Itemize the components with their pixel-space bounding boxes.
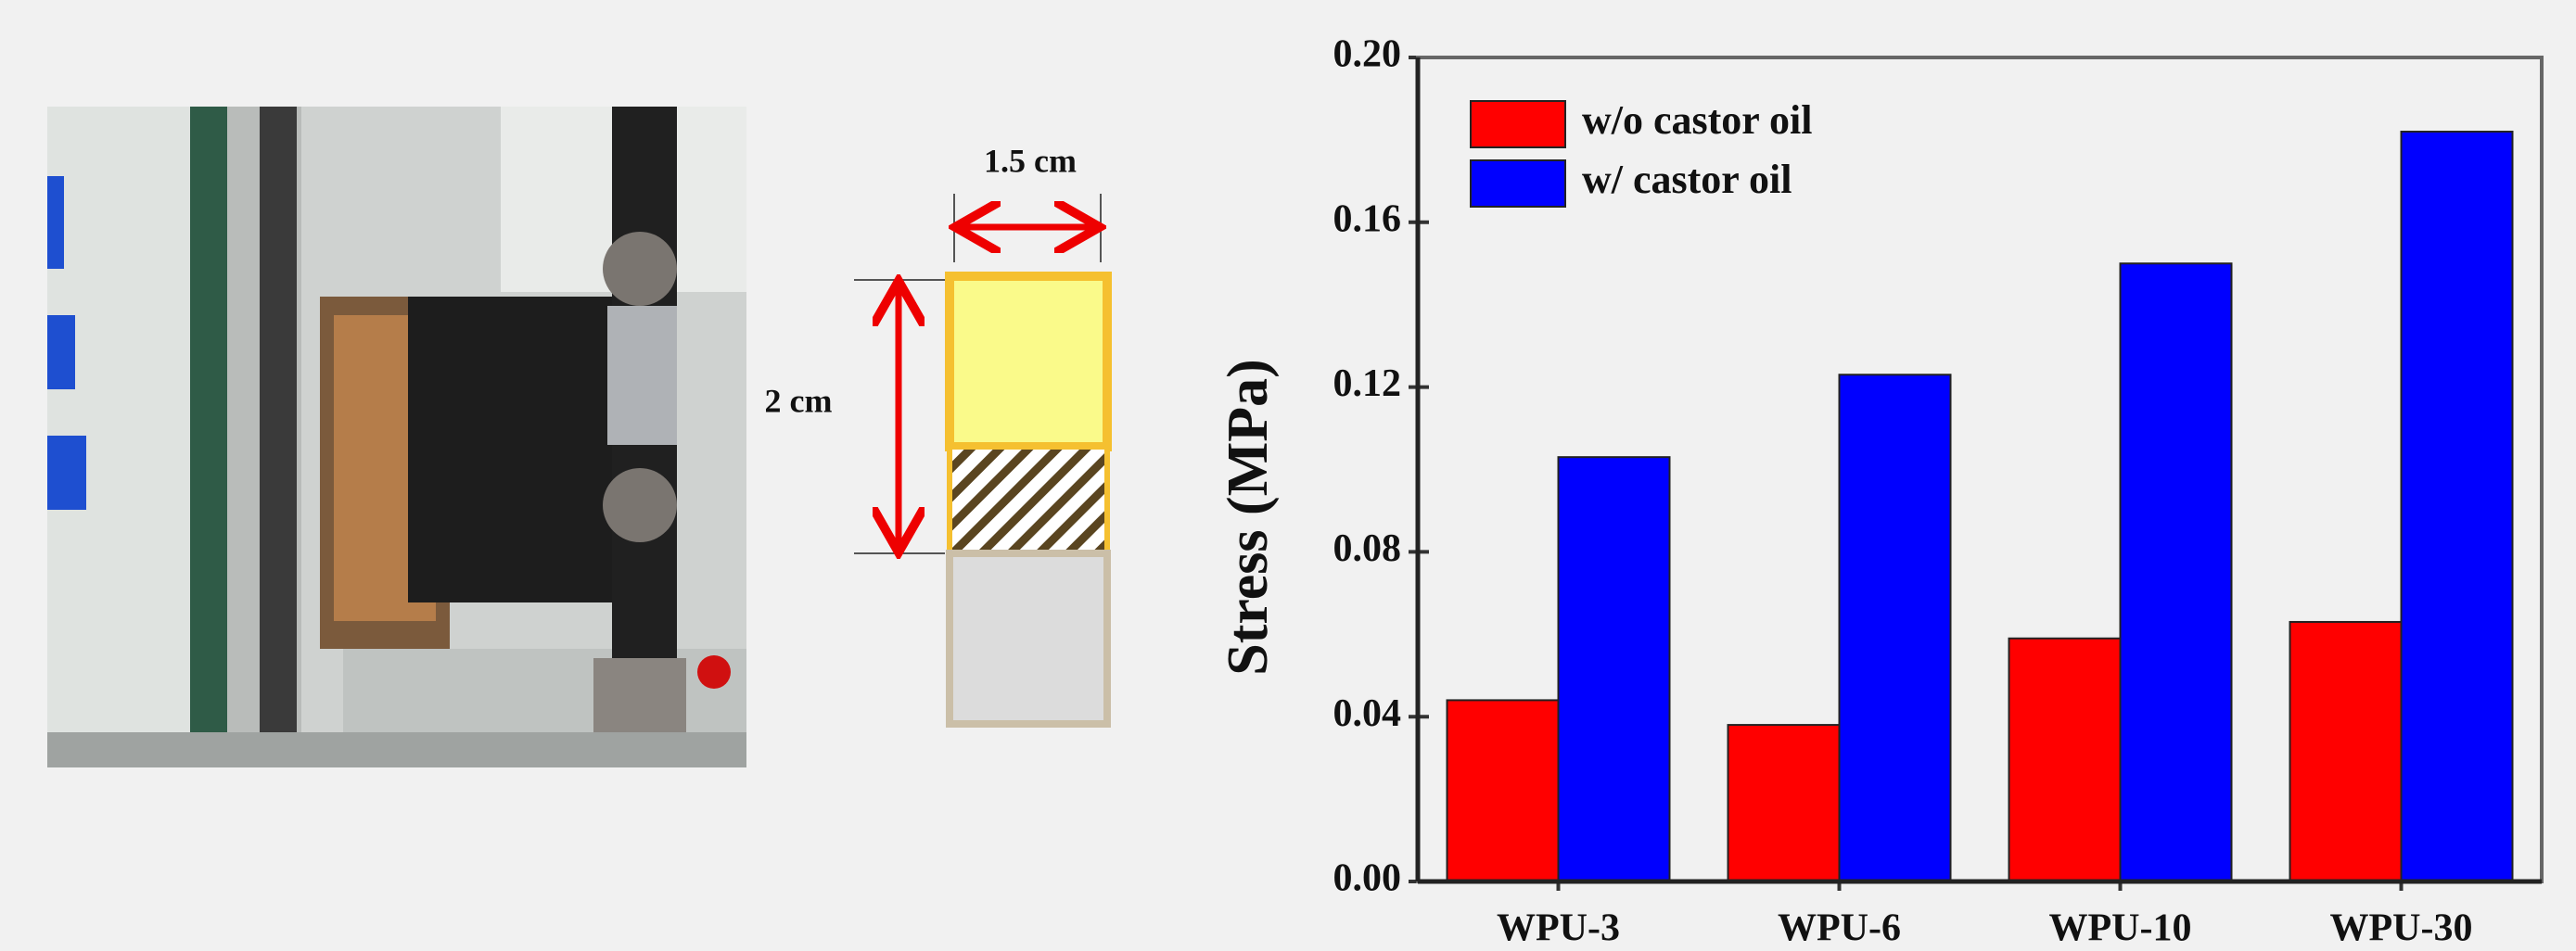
legend-swatch — [1471, 101, 1565, 147]
y-tick-label: 0.00 — [1333, 857, 1402, 900]
bar — [2121, 263, 2232, 881]
bar — [1447, 700, 1559, 881]
bar — [1559, 457, 1670, 881]
y-axis-label: Stress (MPa) — [1217, 359, 1280, 675]
y-tick-label: 0.08 — [1333, 527, 1402, 570]
figure: 1.5 cm 2 cm Stress (MPa) 0.00 0.04 0.08 0.1… — [0, 0, 2576, 951]
specimen-diagram: 1.5 cm 2 cm — [765, 142, 1107, 724]
x-tick-label: WPU-3 — [1497, 907, 1620, 950]
bar — [2402, 132, 2513, 881]
page: 1.5 cm 2 cm Stress (MPa) 0.00 0.04 0.08 0.1… — [0, 0, 2576, 951]
x-tick-label: WPU-10 — [2049, 907, 2192, 950]
chart: Stress (MPa) 0.00 0.04 0.08 0.12 0.16 0.20 WPU… — [1217, 33, 2542, 950]
x-tick-label: WPU-6 — [1778, 907, 1901, 950]
legend-label: w/ castor oil — [1582, 157, 1792, 202]
bar — [2009, 639, 2121, 881]
legend-label: w/o castor oil — [1582, 97, 1813, 143]
y-tick-label: 0.04 — [1333, 692, 1402, 735]
bond-zone — [950, 447, 1107, 553]
x-tick-label: WPU-30 — [2330, 907, 2473, 950]
lower-zone — [950, 553, 1107, 724]
width-label: 1.5 cm — [984, 142, 1077, 179]
y-tick-label: 0.20 — [1333, 33, 1402, 76]
y-tick-label: 0.16 — [1333, 197, 1402, 240]
bar — [1728, 725, 1840, 881]
y-tick-label: 0.12 — [1333, 362, 1402, 405]
height-label: 2 cm — [765, 382, 833, 419]
grip-zone — [950, 276, 1107, 447]
photo — [47, 107, 746, 767]
bar — [2290, 622, 2402, 881]
legend-swatch — [1471, 160, 1565, 207]
bar — [1840, 374, 1951, 881]
